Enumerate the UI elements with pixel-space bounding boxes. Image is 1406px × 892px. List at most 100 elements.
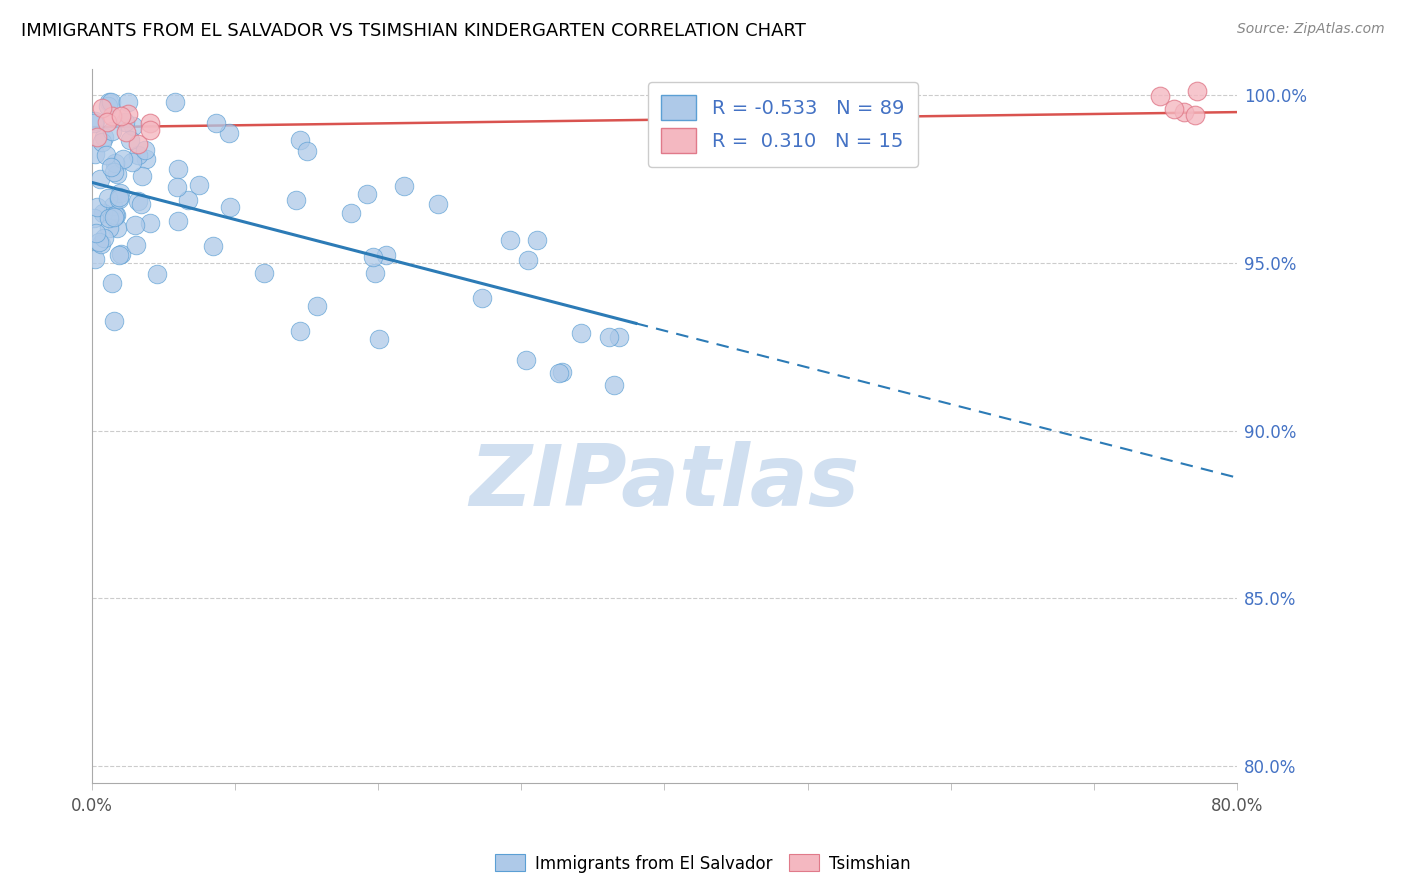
Point: [127, 148, 149, 162]
Point: [96, 115, 118, 129]
Text: IMMIGRANTS FROM EL SALVADOR VS TSIMSHIAN KINDERGARTEN CORRELATION CHART: IMMIGRANTS FROM EL SALVADOR VS TSIMSHIAN…: [21, 22, 806, 40]
Point: [253, 266, 276, 280]
Point: [101, 124, 124, 138]
Point: [146, 267, 169, 281]
Point: [129, 196, 152, 211]
Point: [135, 152, 157, 166]
Point: [107, 190, 129, 204]
Point: [188, 178, 211, 193]
Point: [368, 332, 391, 346]
Point: [84, 227, 107, 241]
Point: [569, 326, 592, 340]
Point: [105, 220, 128, 235]
Point: [177, 194, 200, 208]
Point: [1149, 89, 1171, 103]
Point: [98, 95, 121, 109]
Point: [107, 248, 129, 262]
Point: [108, 186, 131, 200]
Point: [1184, 108, 1206, 122]
Point: [90, 102, 112, 116]
Point: [100, 95, 122, 109]
Point: [105, 167, 128, 181]
Point: [89, 172, 111, 186]
Point: [97, 191, 120, 205]
Point: [1163, 102, 1185, 116]
Point: [515, 352, 537, 367]
Point: [288, 133, 311, 147]
Point: [101, 199, 124, 213]
Point: [356, 187, 378, 202]
Point: [526, 233, 548, 247]
Point: [374, 247, 396, 261]
Point: [121, 155, 143, 169]
Point: [84, 113, 107, 128]
Point: [167, 162, 190, 177]
Point: [86, 200, 108, 214]
Point: [83, 147, 105, 161]
Point: [93, 130, 115, 145]
Point: [114, 115, 136, 129]
Point: [101, 276, 124, 290]
Point: [97, 211, 120, 226]
Point: [295, 144, 318, 158]
Point: [103, 210, 125, 224]
Point: [284, 193, 307, 207]
Point: [139, 216, 162, 230]
Point: [166, 180, 188, 194]
Point: [139, 116, 162, 130]
Point: [114, 125, 136, 139]
Point: [97, 220, 120, 235]
Point: [363, 250, 385, 264]
Point: [127, 137, 149, 152]
Point: [121, 120, 143, 134]
Point: [93, 231, 115, 245]
Point: [392, 179, 415, 194]
Point: [110, 110, 132, 124]
Point: [516, 252, 538, 267]
Point: [1185, 84, 1208, 98]
Point: [165, 95, 187, 109]
Point: [107, 192, 129, 206]
Point: [607, 330, 630, 344]
Point: [205, 116, 228, 130]
Point: [83, 116, 105, 130]
Point: [93, 206, 115, 220]
Point: [167, 214, 190, 228]
Point: [288, 324, 311, 338]
Point: [124, 218, 146, 232]
Point: [551, 365, 574, 379]
Point: [94, 148, 117, 162]
Point: [90, 135, 112, 149]
Point: [117, 107, 139, 121]
Point: [101, 109, 124, 123]
Legend: R = -0.533   N = 89, R =  0.310   N = 15: R = -0.533 N = 89, R = 0.310 N = 15: [648, 82, 918, 167]
Point: [120, 133, 142, 147]
Point: [134, 143, 156, 157]
Point: [471, 291, 494, 305]
Point: [89, 235, 111, 249]
Point: [219, 200, 242, 214]
Point: [110, 246, 132, 260]
Point: [105, 208, 128, 222]
Point: [1173, 104, 1195, 119]
Point: [139, 123, 162, 137]
Point: [340, 206, 363, 220]
Point: [202, 239, 225, 253]
Text: ZIPatlas: ZIPatlas: [470, 442, 859, 524]
Point: [83, 252, 105, 266]
Point: [499, 233, 522, 247]
Point: [603, 378, 626, 392]
Point: [90, 237, 112, 252]
Point: [131, 169, 153, 184]
Point: [97, 99, 120, 113]
Point: [104, 156, 127, 170]
Point: [598, 330, 620, 344]
Point: [218, 126, 240, 140]
Point: [127, 194, 149, 208]
Point: [305, 299, 328, 313]
Point: [363, 267, 385, 281]
Point: [117, 95, 139, 109]
Text: Source: ZipAtlas.com: Source: ZipAtlas.com: [1237, 22, 1385, 37]
Legend: Immigrants from El Salvador, Tsimshian: Immigrants from El Salvador, Tsimshian: [488, 847, 918, 880]
Point: [83, 211, 105, 225]
